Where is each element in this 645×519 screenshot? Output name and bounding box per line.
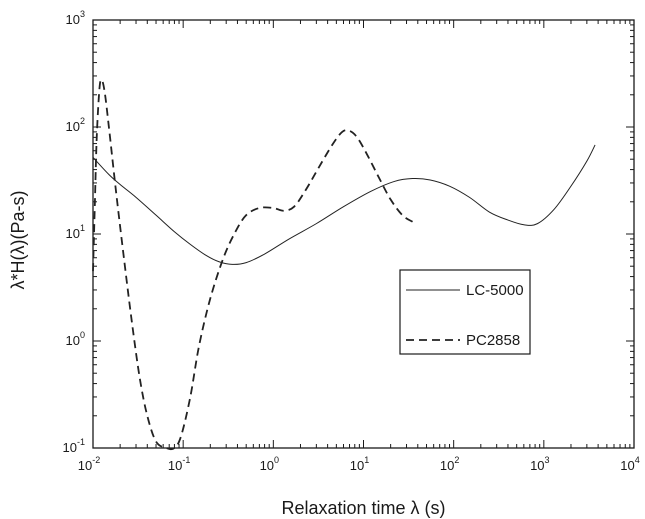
- plot-area: [92, 19, 635, 449]
- x-tick-exponent: -1: [182, 455, 190, 465]
- y-tick-label: 102: [66, 116, 85, 134]
- x-tick-exponent: 3: [545, 455, 550, 465]
- x-tick-label: 104: [620, 455, 639, 473]
- y-tick-label: 101: [66, 223, 85, 241]
- x-tick-base: 10: [260, 458, 274, 473]
- x-tick-label: 102: [440, 455, 459, 473]
- y-tick-exponent: 2: [80, 116, 85, 126]
- x-tick-base: 10: [440, 458, 454, 473]
- y-tick-base: 10: [66, 333, 80, 348]
- y-tick-base: 10: [66, 226, 80, 241]
- x-tick-exponent: 1: [364, 455, 369, 465]
- y-tick-label: 100: [66, 330, 85, 348]
- x-tick-label: 10-1: [168, 455, 190, 473]
- x-tick-exponent: 2: [454, 455, 459, 465]
- series-line-lc-5000: [92, 144, 596, 265]
- y-tick-base: 10: [63, 440, 77, 455]
- x-tick-label: 103: [530, 455, 549, 473]
- y-tick-base: 10: [66, 12, 80, 27]
- x-tick-exponent: 4: [635, 455, 640, 465]
- y-tick-label: 10-1: [63, 437, 85, 455]
- x-tick-exponent: -2: [92, 455, 100, 465]
- x-tick-base: 10: [78, 458, 92, 473]
- y-tick-label: 103: [66, 9, 85, 27]
- y-axis-ticks: [93, 24, 634, 449]
- plot-frame: [92, 19, 635, 449]
- y-tick-exponent: -1: [77, 437, 85, 447]
- x-tick-base: 10: [530, 458, 544, 473]
- x-tick-base: 10: [168, 458, 182, 473]
- x-tick-exponent: 0: [274, 455, 279, 465]
- x-axis-tick-labels: 10-2 10-1 100 101 102 103 104: [78, 455, 640, 473]
- y-tick-exponent: 3: [80, 9, 85, 19]
- legend-label-pc2858: PC2858: [466, 332, 520, 349]
- legend: LC-5000 PC2858: [399, 269, 531, 355]
- x-axis-title: Relaxation time λ (s): [281, 498, 445, 518]
- x-tick-base: 10: [350, 458, 364, 473]
- x-tick-label: 100: [260, 455, 279, 473]
- y-axis-title: λ*H(λ)(Pa-s): [8, 191, 28, 290]
- x-tick-label: 10-2: [78, 455, 100, 473]
- y-tick-exponent: 1: [80, 223, 85, 233]
- series-line-pc2858: [92, 78, 414, 451]
- y-tick-exponent: 0: [80, 330, 85, 340]
- legend-label-lc-5000: LC-5000: [466, 282, 524, 299]
- x-axis-ticks: [92, 20, 631, 448]
- x-tick-base: 10: [620, 458, 634, 473]
- x-tick-label: 101: [350, 455, 369, 473]
- y-tick-base: 10: [66, 119, 80, 134]
- series-layer: [92, 78, 596, 451]
